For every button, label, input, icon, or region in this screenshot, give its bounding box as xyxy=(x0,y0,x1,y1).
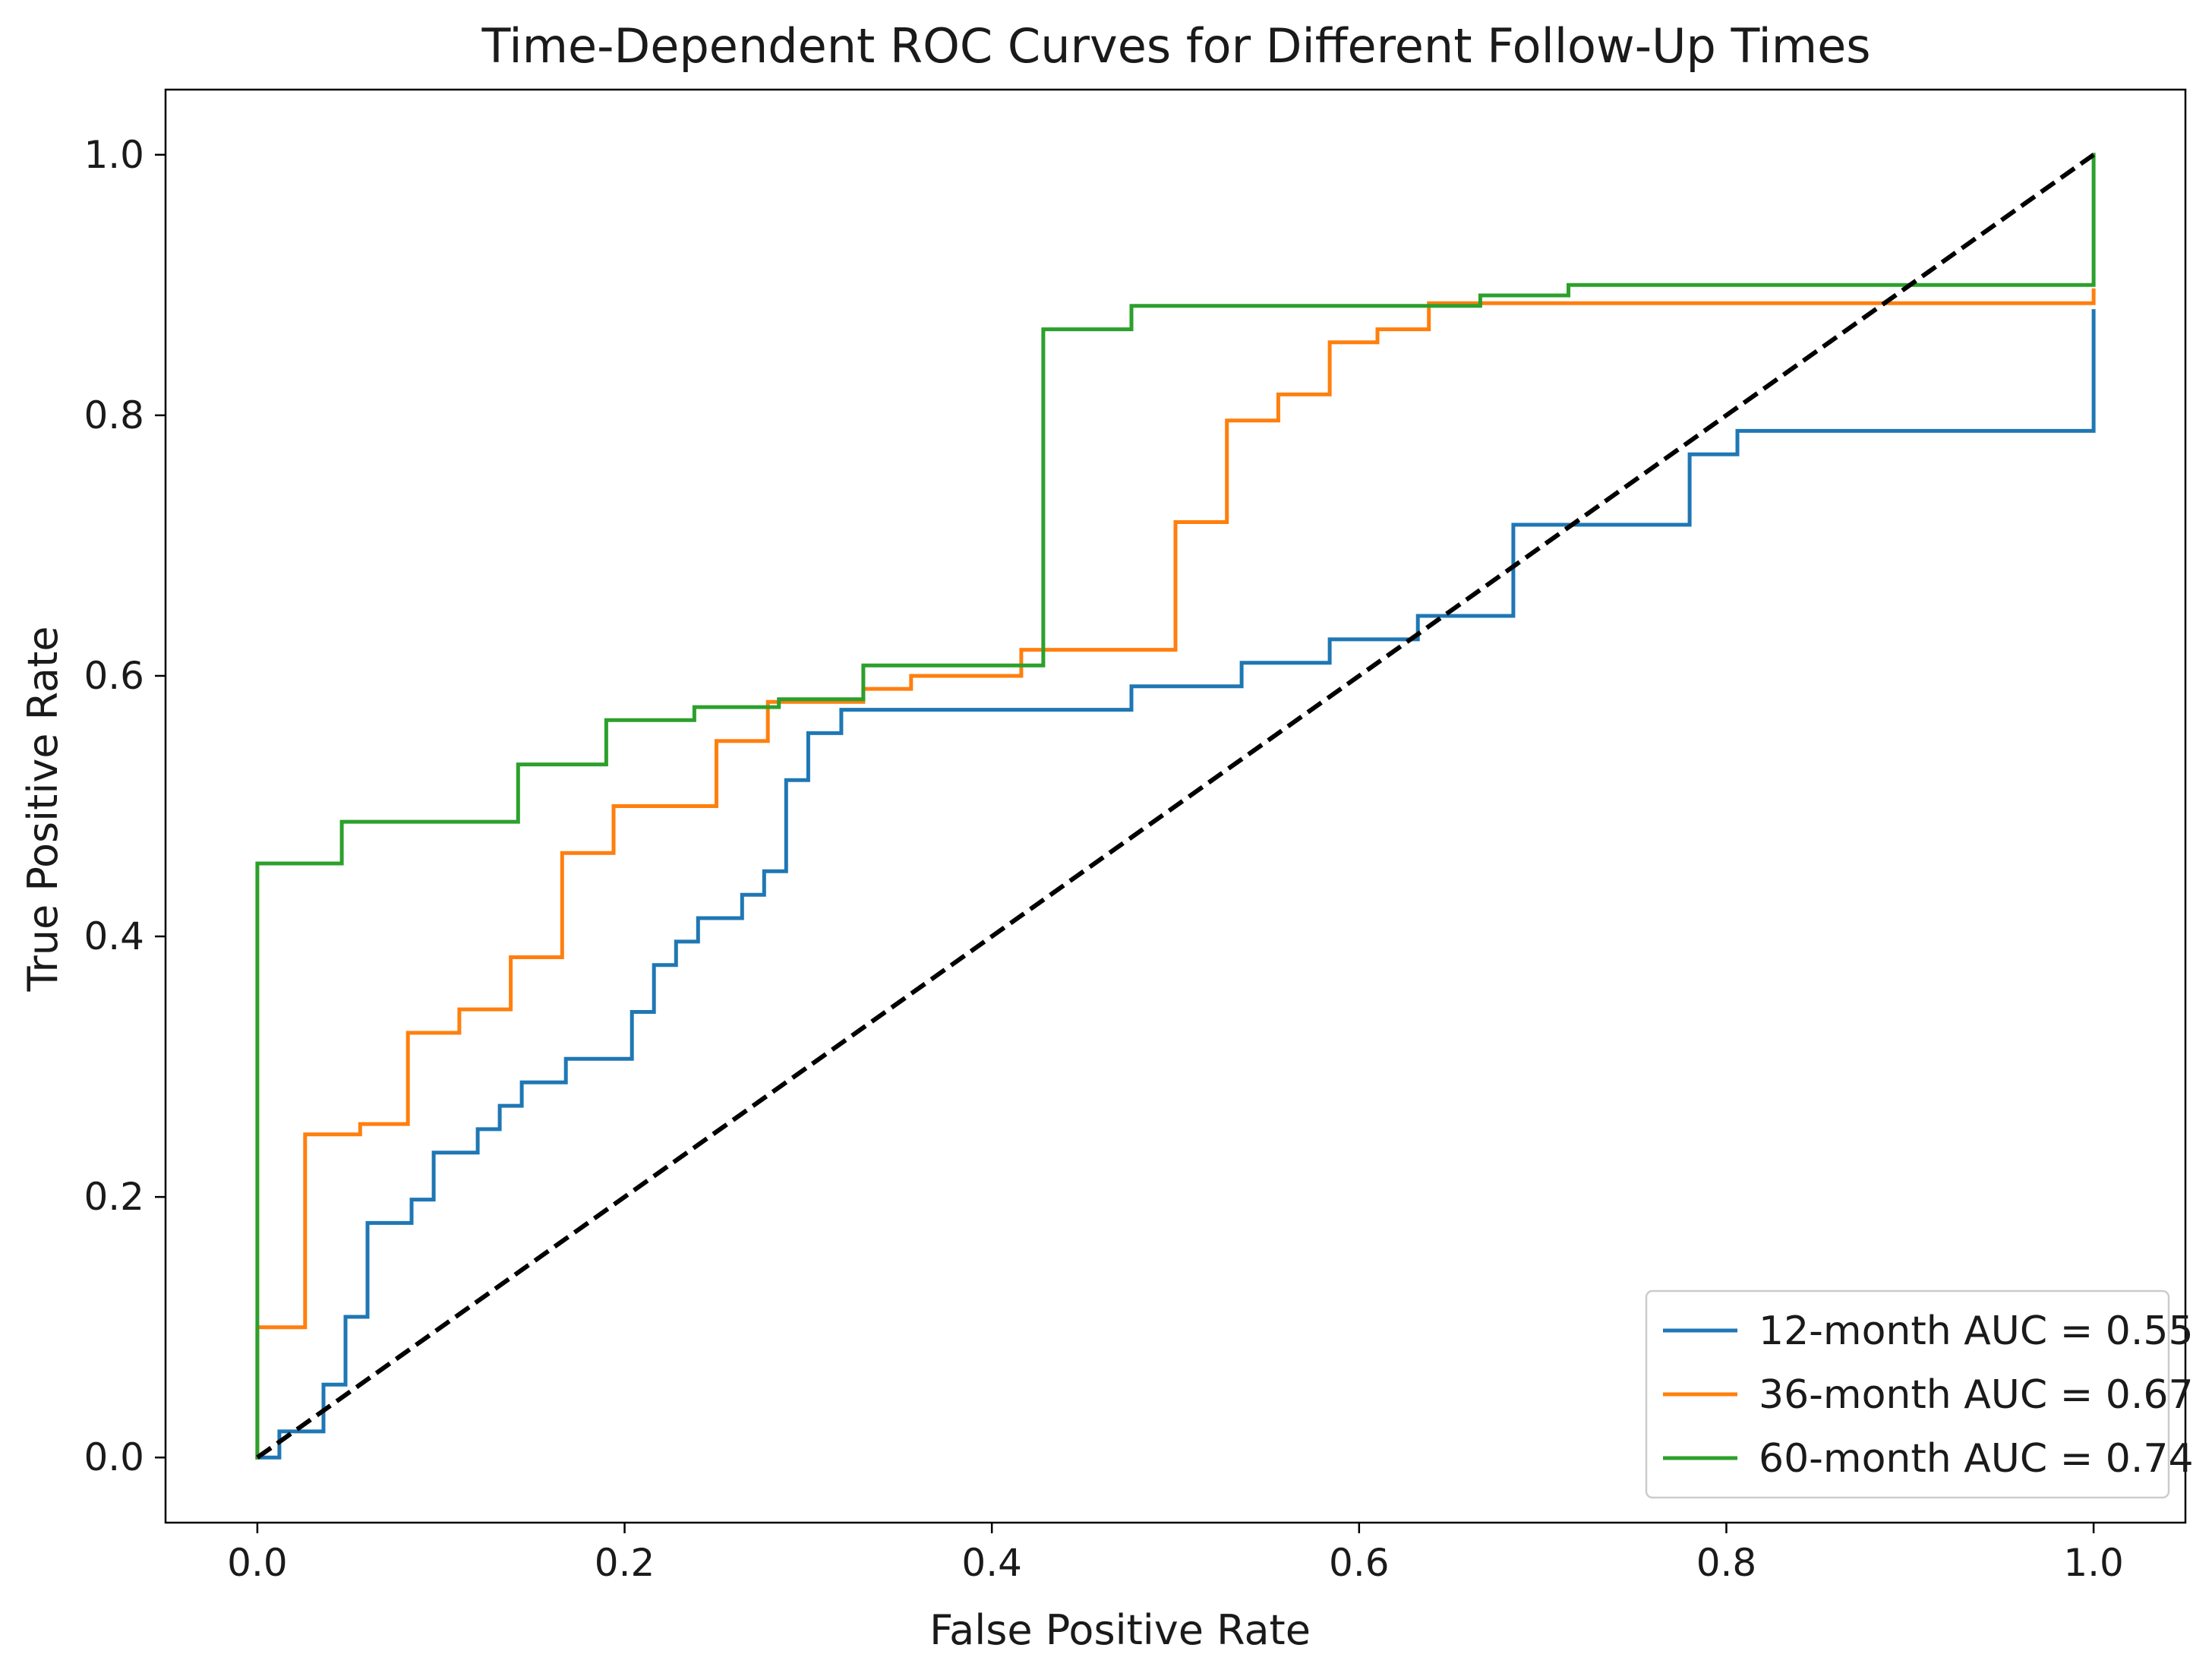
x-tick-label: 0.4 xyxy=(961,1541,1022,1585)
y-tick-label: 0.2 xyxy=(84,1175,144,1219)
y-tick-label: 0.6 xyxy=(84,654,144,698)
series-line-2 xyxy=(255,288,2096,1460)
x-tick-label: 0.6 xyxy=(1329,1541,1390,1585)
y-tick-label: 0.8 xyxy=(84,393,144,437)
legend-label-3: 60-month AUC = 0.74 xyxy=(1759,1436,2194,1482)
x-tick-label: 1.0 xyxy=(2063,1541,2124,1585)
chart-title: Time-Dependent ROC Curves for Different … xyxy=(481,18,1870,74)
y-axis-label: True Positive Rate xyxy=(19,626,67,992)
x-axis-label: False Positive Rate xyxy=(929,1606,1311,1654)
chance-diagonal-line xyxy=(256,153,2095,1460)
y-tick-label: 0.0 xyxy=(84,1435,144,1479)
plot-frame xyxy=(164,88,2187,1524)
y-tick-label: 0.4 xyxy=(84,914,144,958)
series-line-3 xyxy=(255,153,2096,1460)
legend-box xyxy=(1645,1289,2170,1499)
x-tick-label: 0.2 xyxy=(595,1541,655,1585)
x-tick-label: 0.0 xyxy=(227,1541,288,1585)
series-line-1 xyxy=(255,309,2096,1460)
legend: 12-month AUC = 0.55 36-month AUC = 0.67 60… xyxy=(1645,1289,2194,1499)
y-tick-label: 1.0 xyxy=(84,133,144,177)
x-tick-label: 0.8 xyxy=(1696,1541,1757,1585)
legend-label-2: 36-month AUC = 0.67 xyxy=(1759,1372,2194,1418)
legend-label-1: 12-month AUC = 0.55 xyxy=(1759,1308,2194,1354)
